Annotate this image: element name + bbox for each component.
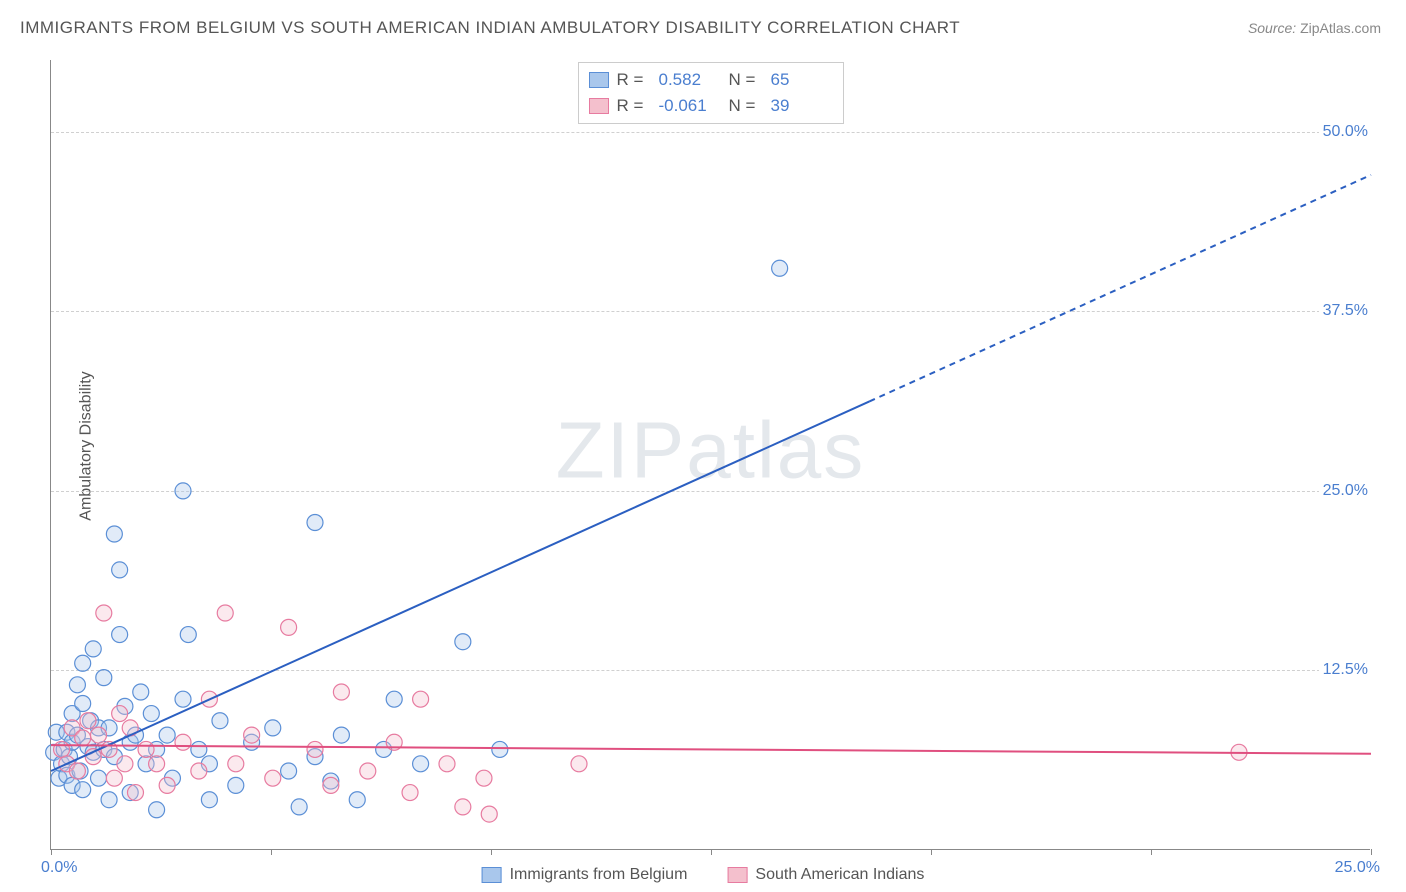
data-point <box>106 770 122 786</box>
data-point <box>191 741 207 757</box>
legend-label-south-american: South American Indians <box>755 866 924 884</box>
data-point <box>217 605 233 621</box>
data-point <box>143 706 159 722</box>
data-point <box>439 756 455 772</box>
data-point <box>476 770 492 786</box>
data-point <box>91 770 107 786</box>
data-point <box>291 799 307 815</box>
data-point <box>175 691 191 707</box>
legend-swatch-pink <box>589 98 609 114</box>
data-point <box>180 627 196 643</box>
data-point <box>117 756 133 772</box>
data-point <box>75 695 91 711</box>
data-point <box>244 727 260 743</box>
data-point <box>212 713 228 729</box>
data-point <box>201 792 217 808</box>
data-point <box>481 806 497 822</box>
data-point <box>281 619 297 635</box>
correlation-legend: R = 0.582 N = 65 R = -0.061 N = 39 <box>578 62 844 124</box>
chart-title: IMMIGRANTS FROM BELGIUM VS SOUTH AMERICA… <box>20 18 960 38</box>
r-value-2: -0.061 <box>659 96 721 116</box>
legend-swatch-belgium <box>482 867 502 883</box>
data-point <box>402 785 418 801</box>
data-point <box>75 655 91 671</box>
data-point <box>80 713 96 729</box>
data-point <box>265 770 281 786</box>
legend-row-1: R = 0.582 N = 65 <box>589 67 833 93</box>
data-point <box>772 260 788 276</box>
data-point <box>307 741 323 757</box>
data-point <box>455 799 471 815</box>
data-point <box>112 627 128 643</box>
plot-area: ZIPatlas 12.5%25.0%37.5%50.0% R = 0.582 … <box>50 60 1370 850</box>
data-point <box>149 756 165 772</box>
data-point <box>112 706 128 722</box>
data-point <box>492 741 508 757</box>
source-value: ZipAtlas.com <box>1300 20 1381 36</box>
n-label: N = <box>729 96 763 116</box>
data-point <box>159 727 175 743</box>
source-label: Source: <box>1248 20 1296 36</box>
data-point <box>127 785 143 801</box>
r-label: R = <box>617 70 651 90</box>
legend-swatch-south-american <box>727 867 747 883</box>
data-point <box>265 720 281 736</box>
series-legend: Immigrants from Belgium South American I… <box>482 866 925 884</box>
data-point <box>307 515 323 531</box>
data-point <box>75 730 91 746</box>
legend-item-belgium: Immigrants from Belgium <box>482 866 688 884</box>
trend-line <box>51 401 869 771</box>
data-point <box>360 763 376 779</box>
n-value-2: 39 <box>771 96 833 116</box>
data-point <box>101 792 117 808</box>
data-point <box>323 777 339 793</box>
legend-label-belgium: Immigrants from Belgium <box>510 866 688 884</box>
data-point <box>175 483 191 499</box>
data-point <box>159 777 175 793</box>
x-min-label: 0.0% <box>41 859 77 877</box>
data-point <box>138 741 154 757</box>
data-point <box>571 756 587 772</box>
data-point <box>75 782 91 798</box>
trend-line-dashed <box>869 175 1371 402</box>
scatter-plot <box>51 60 1370 849</box>
legend-swatch-blue <box>589 72 609 88</box>
data-point <box>133 684 149 700</box>
legend-row-2: R = -0.061 N = 39 <box>589 93 833 119</box>
data-point <box>112 562 128 578</box>
legend-item-south-american: South American Indians <box>727 866 924 884</box>
data-point <box>69 763 85 779</box>
data-point <box>91 727 107 743</box>
data-point <box>281 763 297 779</box>
r-value-1: 0.582 <box>659 70 721 90</box>
n-label: N = <box>729 70 763 90</box>
data-point <box>175 734 191 750</box>
data-point <box>333 684 349 700</box>
source-attribution: Source: ZipAtlas.com <box>1248 20 1381 36</box>
data-point <box>349 792 365 808</box>
data-point <box>96 605 112 621</box>
r-label: R = <box>617 96 651 116</box>
data-point <box>85 641 101 657</box>
data-point <box>413 691 429 707</box>
data-point <box>96 670 112 686</box>
data-point <box>228 756 244 772</box>
data-point <box>69 677 85 693</box>
data-point <box>54 741 70 757</box>
data-point <box>228 777 244 793</box>
x-max-label: 25.0% <box>1335 859 1380 877</box>
data-point <box>191 763 207 779</box>
n-value-1: 65 <box>771 70 833 90</box>
data-point <box>413 756 429 772</box>
data-point <box>333 727 349 743</box>
data-point <box>149 802 165 818</box>
data-point <box>455 634 471 650</box>
data-point <box>106 526 122 542</box>
data-point <box>386 691 402 707</box>
